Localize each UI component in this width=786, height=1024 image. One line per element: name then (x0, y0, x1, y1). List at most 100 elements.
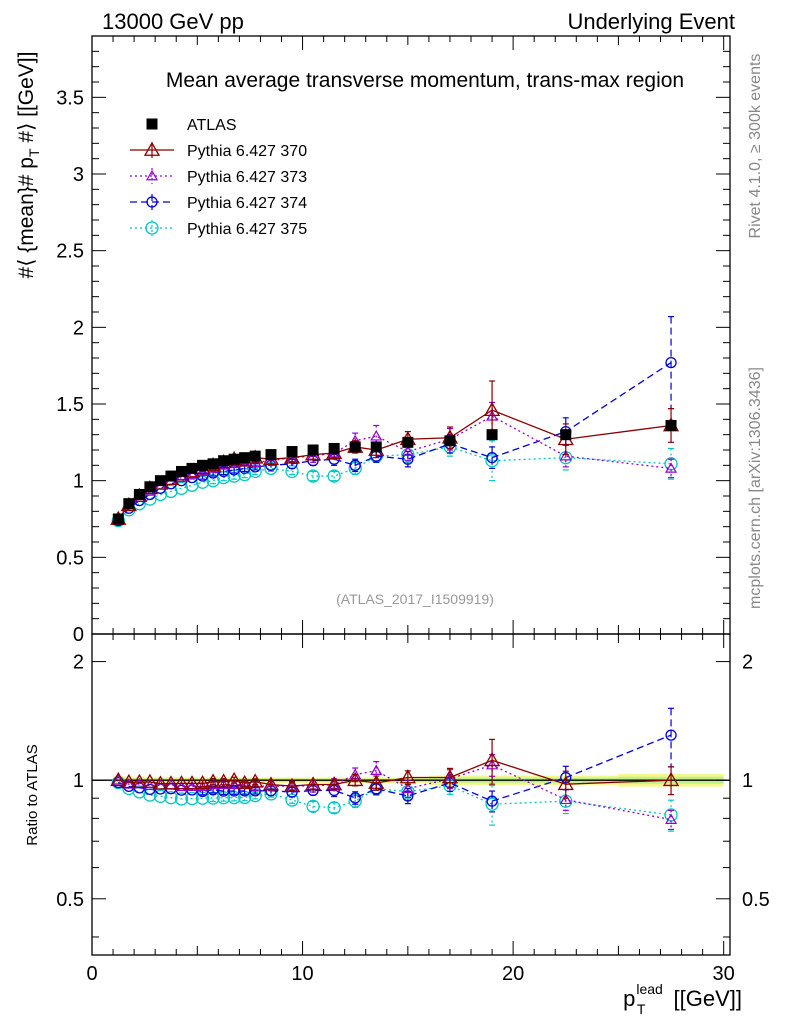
data-point (370, 441, 382, 453)
data-point (665, 462, 678, 473)
data-point (327, 469, 341, 483)
data-point (486, 429, 498, 441)
ratio-series-layer (110, 707, 680, 832)
ratio-data-point (120, 773, 137, 789)
ratio-data-point (226, 771, 243, 787)
ratio-data-point (215, 773, 232, 788)
legend-marker (146, 118, 158, 130)
ratio-data-point (217, 778, 230, 790)
data-point (286, 446, 298, 458)
ratio-data-point (662, 771, 680, 787)
ratio-data-point (236, 774, 253, 790)
data-point (175, 471, 188, 482)
data-point (228, 453, 240, 465)
ratio-data-point (441, 769, 459, 784)
y-axis-label-tail: #⟩ [[GeV]] (15, 52, 38, 149)
ratio-tick-label-right: 1 (742, 770, 753, 792)
legend-label: Pythia 6.427 373 (187, 169, 307, 186)
y-axis-label: #⟨ {mean}# pT #⟩ [[GeV]] (15, 52, 42, 279)
ratio-data-point (249, 785, 261, 797)
x-axis-label: plead T [[GeV]] (623, 981, 742, 1017)
ratio-data-point (162, 775, 180, 790)
ratio-data-point (153, 789, 168, 803)
data-point (123, 498, 135, 510)
ratio-series-line (118, 734, 672, 802)
legend-entry-2: Pythia 6.427 373 (130, 168, 307, 186)
series-line (117, 362, 672, 521)
data-point (175, 465, 187, 477)
ratio-data-point (283, 777, 301, 792)
ratio-data-point (249, 779, 262, 791)
chart-title: Mean average transverse momentum, trans-… (166, 69, 684, 92)
x-tick-label: 20 (502, 963, 524, 985)
ratio-data-point (164, 791, 178, 805)
data-point (665, 419, 677, 431)
legend-marker (145, 169, 159, 181)
ratio-data-point (247, 773, 264, 788)
data-point (560, 429, 572, 441)
ratio-data-point (399, 769, 416, 784)
ratio-panel-frame (91, 633, 731, 956)
ratio-data-point (349, 792, 361, 804)
x-tick-label: 30 (713, 963, 735, 985)
legend-label: Pythia 6.427 374 (187, 195, 307, 212)
ratio-tick-label-right: 2 (742, 652, 753, 674)
data-point (239, 452, 251, 464)
ratio-data-point (327, 801, 341, 815)
rivet-label: Rivet 4.1.0, ≥ 300k events (747, 54, 764, 239)
main-axes: 0 0.5 1 1.5 2 2.5 3 3.5 (56, 36, 730, 646)
data-point (207, 458, 219, 470)
ratio-data-point (306, 799, 320, 813)
ratio-axes: 0 10 20 30 0.5 0.5 1 1 2 2 (56, 634, 770, 985)
y-tick-label: 2 (73, 317, 84, 339)
data-point (154, 475, 166, 487)
ratio-data-point (401, 782, 414, 793)
x-tick-label: 0 (86, 963, 97, 985)
data-point (665, 356, 677, 369)
series-line (117, 446, 672, 521)
ratio-data-point (183, 775, 201, 790)
ratio-data-point (131, 773, 148, 788)
y-tick-label: 3 (73, 164, 84, 186)
x-tick-label: 10 (291, 963, 313, 985)
data-point (218, 455, 230, 467)
data-point (249, 450, 261, 462)
data-point (197, 459, 209, 471)
ratio-data-point (175, 780, 188, 792)
y-axis-label-sub: T (26, 148, 42, 157)
ratio-data-point (143, 779, 156, 790)
mcplots-label: mcplots.cern.ch [arXiv:1306.3436] (747, 367, 764, 609)
ratio-data-point (347, 771, 364, 787)
ratio-data-point (486, 795, 498, 807)
data-point (444, 435, 456, 447)
y-tick-label: 3.5 (56, 87, 84, 109)
ratio-data-point (368, 774, 385, 789)
ratio-tick-label: 0.5 (56, 889, 84, 911)
y-tick-label: 1.5 (56, 394, 84, 416)
legend-entry-1: Pythia 6.427 370 (130, 141, 307, 160)
data-point (402, 436, 414, 448)
data-point (249, 456, 262, 467)
ratio-data-point (152, 775, 169, 790)
legend-label: Pythia 6.427 370 (187, 143, 307, 160)
ratio-data-point (326, 776, 343, 791)
x-axis-label-sub: T (637, 1001, 646, 1017)
data-point (370, 429, 383, 441)
data-point (186, 462, 198, 474)
series-4 (111, 437, 678, 528)
data-point (306, 469, 320, 483)
ratio-data-point (370, 764, 383, 775)
ratio-data-point (173, 775, 190, 790)
legend-entry-0: ATLAS (146, 117, 237, 134)
ratio-data-point (228, 778, 241, 790)
data-point (559, 449, 572, 461)
ratio-data-point (112, 773, 125, 785)
legend-label: ATLAS (187, 117, 237, 134)
header-right-label: Underlying Event (567, 9, 735, 34)
data-point (401, 445, 414, 456)
ratio-data-point (185, 780, 199, 792)
ratio-axis-label: Ratio to ATLAS (24, 744, 41, 845)
data-point (112, 513, 124, 525)
legend-marker (146, 196, 158, 208)
